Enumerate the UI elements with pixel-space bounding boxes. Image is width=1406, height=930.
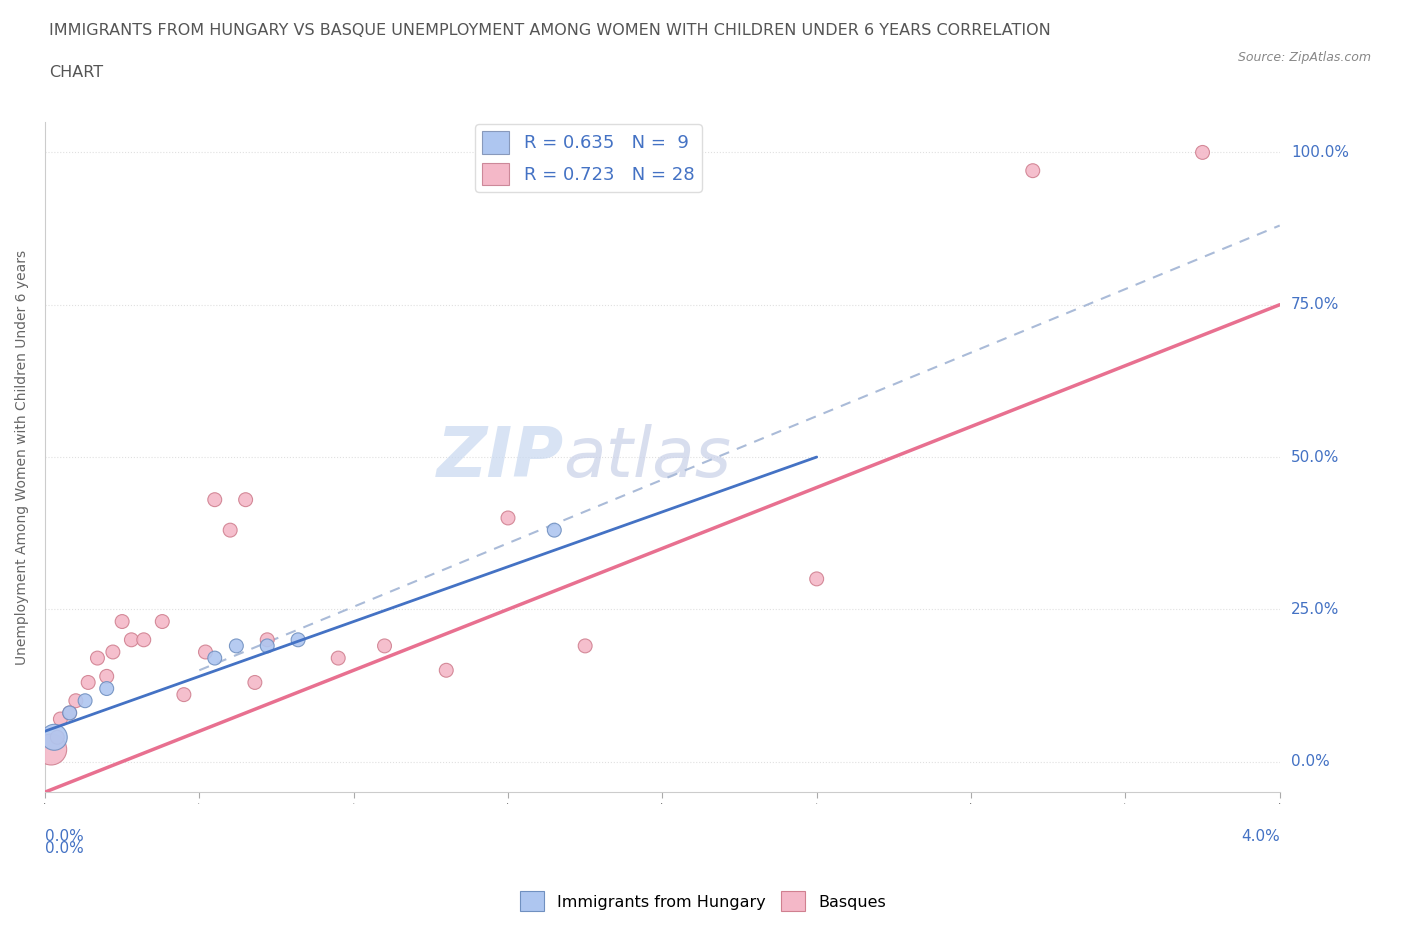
Text: 0.0%: 0.0% bbox=[45, 829, 84, 844]
Point bbox=[806, 571, 828, 586]
Text: IMMIGRANTS FROM HUNGARY VS BASQUE UNEMPLOYMENT AMONG WOMEN WITH CHILDREN UNDER 6: IMMIGRANTS FROM HUNGARY VS BASQUE UNEMPL… bbox=[49, 23, 1050, 38]
Legend: R = 0.635   N =  9, R = 0.723   N = 28: R = 0.635 N = 9, R = 0.723 N = 28 bbox=[475, 125, 702, 192]
Y-axis label: Unemployment Among Women with Children Under 6 years: Unemployment Among Women with Children U… bbox=[15, 249, 30, 665]
Text: 75.0%: 75.0% bbox=[1291, 298, 1339, 312]
Point bbox=[287, 632, 309, 647]
Text: ZIP: ZIP bbox=[436, 423, 564, 490]
Point bbox=[434, 663, 457, 678]
Text: Source: ZipAtlas.com: Source: ZipAtlas.com bbox=[1237, 51, 1371, 64]
Point bbox=[243, 675, 266, 690]
Point bbox=[373, 639, 395, 654]
Text: 100.0%: 100.0% bbox=[1291, 145, 1348, 160]
Point bbox=[86, 651, 108, 666]
Point bbox=[44, 730, 66, 745]
Point bbox=[543, 523, 565, 538]
Point bbox=[256, 639, 278, 654]
Legend: Immigrants from Hungary, Basques: Immigrants from Hungary, Basques bbox=[513, 885, 893, 917]
Point bbox=[1191, 145, 1213, 160]
Point bbox=[132, 632, 155, 647]
Point bbox=[96, 681, 118, 696]
Point bbox=[150, 614, 173, 629]
Point bbox=[39, 742, 62, 757]
Point bbox=[75, 693, 97, 708]
Point bbox=[77, 675, 100, 690]
Text: 25.0%: 25.0% bbox=[1291, 602, 1339, 617]
Point bbox=[225, 639, 247, 654]
Point bbox=[46, 730, 69, 745]
Point bbox=[120, 632, 142, 647]
Text: CHART: CHART bbox=[49, 65, 103, 80]
Point bbox=[101, 644, 124, 659]
Point bbox=[574, 639, 596, 654]
Text: 0.0%: 0.0% bbox=[1291, 754, 1330, 769]
Point bbox=[496, 511, 519, 525]
Text: 50.0%: 50.0% bbox=[1291, 449, 1339, 465]
Point bbox=[59, 706, 82, 721]
Point bbox=[96, 669, 118, 684]
Point bbox=[219, 523, 242, 538]
Text: atlas: atlas bbox=[564, 423, 731, 490]
Point bbox=[173, 687, 195, 702]
Text: 4.0%: 4.0% bbox=[1241, 829, 1279, 844]
Point bbox=[1022, 164, 1045, 179]
Point bbox=[204, 651, 226, 666]
Point bbox=[194, 644, 217, 659]
Point bbox=[65, 693, 87, 708]
Point bbox=[111, 614, 134, 629]
Point bbox=[235, 492, 257, 507]
Point bbox=[59, 706, 82, 721]
Point bbox=[328, 651, 350, 666]
Text: 0.0%: 0.0% bbox=[45, 841, 84, 856]
Point bbox=[49, 711, 72, 726]
Point bbox=[204, 492, 226, 507]
Point bbox=[256, 632, 278, 647]
